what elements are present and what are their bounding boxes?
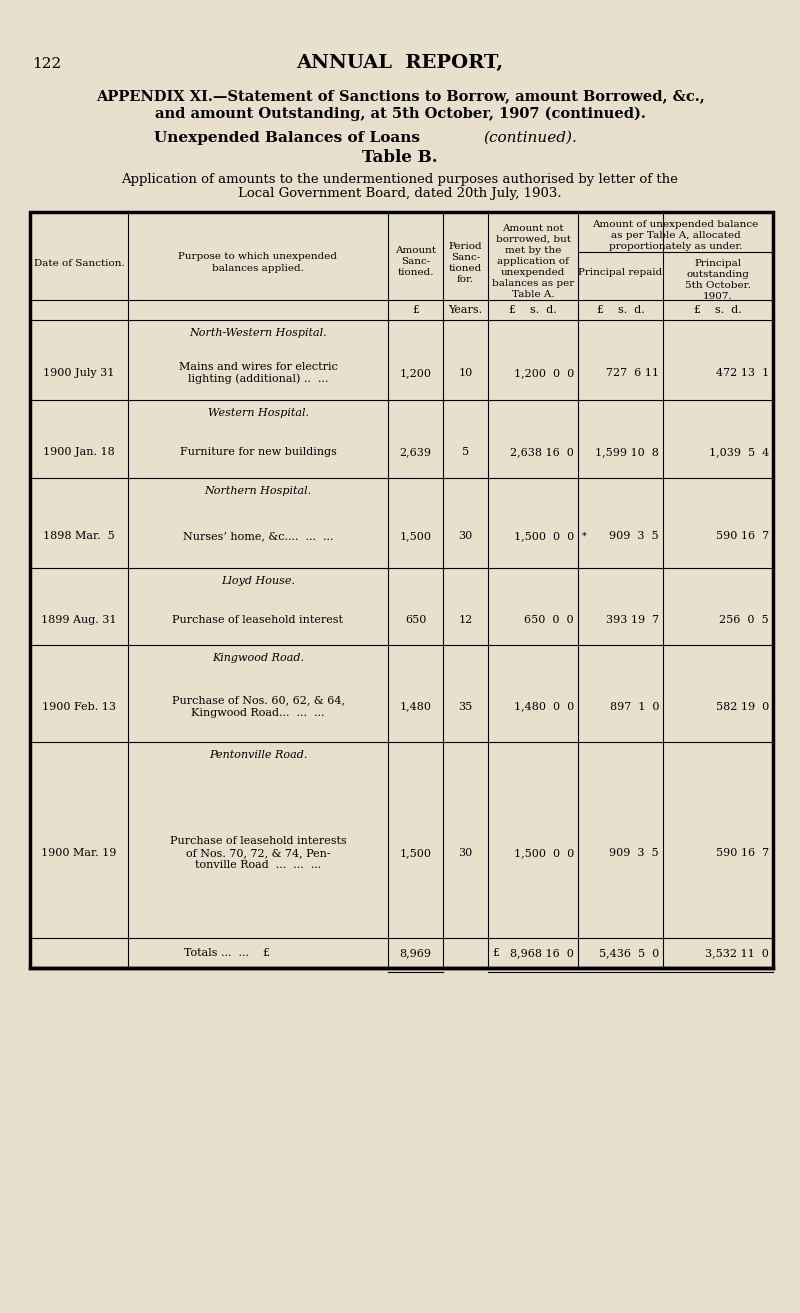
Text: lighting (additional) ..  ...: lighting (additional) .. ... (188, 374, 328, 385)
Text: Table A.: Table A. (512, 289, 554, 298)
Text: proportionately as under.: proportionately as under. (609, 242, 742, 251)
Text: balances applied.: balances applied. (212, 264, 304, 273)
Text: Kingwood Road.: Kingwood Road. (212, 653, 304, 663)
Text: 1900 Feb. 13: 1900 Feb. 13 (42, 701, 116, 712)
Text: balances as per: balances as per (492, 278, 574, 288)
Text: 909  3  5: 909 3 5 (610, 848, 659, 857)
Text: 30: 30 (458, 530, 473, 541)
Text: (continued).: (continued). (483, 131, 577, 144)
Text: 1,500: 1,500 (399, 848, 431, 857)
Text: 1,480  0  0: 1,480 0 0 (514, 701, 574, 712)
Text: 590 16  7: 590 16 7 (716, 848, 769, 857)
Text: as per Table A, allocated: as per Table A, allocated (610, 231, 740, 239)
Text: 1,039  5  4: 1,039 5 4 (709, 446, 769, 457)
Text: Purpose to which unexpended: Purpose to which unexpended (178, 252, 338, 260)
Text: 650  0  0: 650 0 0 (524, 614, 574, 625)
Text: 12: 12 (458, 614, 473, 625)
Text: 1900 Mar. 19: 1900 Mar. 19 (42, 848, 117, 857)
Text: Principal: Principal (694, 259, 742, 268)
Text: 8,968 16  0: 8,968 16 0 (510, 948, 574, 958)
Text: Furniture for new buildings: Furniture for new buildings (179, 446, 337, 457)
Text: Period: Period (449, 242, 482, 251)
Text: Nurses’ home, &c....  ...  ...: Nurses’ home, &c.... ... ... (182, 530, 334, 541)
Text: 30: 30 (458, 848, 473, 857)
Text: 5: 5 (462, 446, 469, 457)
Text: 1,200  0  0: 1,200 0 0 (514, 368, 574, 378)
Text: Purchase of leasehold interest: Purchase of leasehold interest (173, 614, 343, 625)
Text: 1900 Jan. 18: 1900 Jan. 18 (43, 446, 115, 457)
Text: Mains and wires for electric: Mains and wires for electric (178, 362, 338, 372)
Text: unexpended: unexpended (501, 268, 565, 277)
Text: 1,200: 1,200 (399, 368, 431, 378)
Text: 590 16  7: 590 16 7 (716, 530, 769, 541)
Text: Unexpended Balances of Loans: Unexpended Balances of Loans (154, 131, 426, 144)
Text: for.: for. (457, 274, 474, 284)
Text: 1907.: 1907. (703, 291, 733, 301)
Text: 650: 650 (405, 614, 426, 625)
Text: Amount: Amount (395, 246, 436, 255)
Text: Lloyd House.: Lloyd House. (221, 576, 295, 586)
Text: 1899 Aug. 31: 1899 Aug. 31 (42, 614, 117, 625)
Text: outstanding: outstanding (686, 269, 750, 278)
Text: 1900 July 31: 1900 July 31 (43, 368, 114, 378)
Text: application of: application of (497, 256, 569, 265)
Text: 472 13  1: 472 13 1 (716, 368, 769, 378)
Text: borrowed, but: borrowed, but (495, 235, 570, 243)
Text: Local Government Board, dated 20th July, 1903.: Local Government Board, dated 20th July,… (238, 186, 562, 200)
Text: Principal repaid: Principal repaid (578, 268, 662, 277)
Text: Pentonville Road.: Pentonville Road. (209, 750, 307, 760)
Text: Years.: Years. (449, 305, 482, 315)
Text: *: * (582, 532, 587, 541)
Text: £: £ (492, 948, 499, 958)
Text: 582 19  0: 582 19 0 (716, 701, 769, 712)
Text: 2,639: 2,639 (399, 446, 431, 457)
Text: Purchase of leasehold interests: Purchase of leasehold interests (170, 836, 346, 846)
Text: 3,532 11  0: 3,532 11 0 (705, 948, 769, 958)
Text: £    s.  d.: £ s. d. (509, 305, 557, 315)
Text: tioned.: tioned. (398, 268, 434, 277)
Text: Application of amounts to the undermentioned purposes authorised by letter of th: Application of amounts to the undermenti… (122, 173, 678, 186)
Text: Sanc-: Sanc- (451, 252, 480, 261)
Text: £    s.  d.: £ s. d. (597, 305, 644, 315)
Text: 8,969: 8,969 (399, 948, 431, 958)
Text: 10: 10 (458, 368, 473, 378)
Text: Purchase of Nos. 60, 62, & 64,: Purchase of Nos. 60, 62, & 64, (171, 696, 345, 705)
Text: ANNUAL  REPORT,: ANNUAL REPORT, (297, 54, 503, 72)
Text: £: £ (412, 305, 419, 315)
Text: tioned: tioned (449, 264, 482, 273)
Text: 727  6 11: 727 6 11 (606, 368, 659, 378)
Text: tonville Road  ...  ...  ...: tonville Road ... ... ... (195, 860, 321, 871)
Text: of Nos. 70, 72, & 74, Pen-: of Nos. 70, 72, & 74, Pen- (186, 848, 330, 857)
Text: Amount of unexpended balance: Amount of unexpended balance (592, 219, 758, 228)
Text: £    s.  d.: £ s. d. (694, 305, 742, 315)
Text: Sanc-: Sanc- (401, 256, 430, 265)
Text: and amount Outstanding, at 5th October, 1907 (continued).: and amount Outstanding, at 5th October, … (154, 106, 646, 121)
Text: Western Hospital.: Western Hospital. (207, 408, 309, 418)
Text: Date of Sanction.: Date of Sanction. (34, 259, 124, 268)
Text: 1,500  0  0: 1,500 0 0 (514, 530, 574, 541)
Text: 122: 122 (32, 56, 62, 71)
Text: 35: 35 (458, 701, 473, 712)
Bar (30, 211, 773, 968)
Text: Totals ...  ...    £: Totals ... ... £ (184, 948, 270, 958)
Text: Table B.: Table B. (362, 148, 438, 165)
Text: 5th October.: 5th October. (685, 281, 751, 289)
Text: 256  0  5: 256 0 5 (719, 614, 769, 625)
Text: Kingwood Road...  ...  ...: Kingwood Road... ... ... (191, 708, 325, 717)
Text: 393 19  7: 393 19 7 (606, 614, 659, 625)
Text: North-Western Hospital.: North-Western Hospital. (189, 328, 327, 337)
Text: APPENDIX XI.—Statement of Sanctions to Borrow, amount Borrowed, &c.,: APPENDIX XI.—Statement of Sanctions to B… (96, 89, 704, 102)
Text: 5,436  5  0: 5,436 5 0 (598, 948, 659, 958)
Text: met by the: met by the (505, 246, 561, 255)
Text: 909  3  5: 909 3 5 (610, 530, 659, 541)
Text: 1,500: 1,500 (399, 530, 431, 541)
Text: Amount not: Amount not (502, 223, 564, 232)
Text: 1898 Mar.  5: 1898 Mar. 5 (43, 530, 115, 541)
Text: 897  1  0: 897 1 0 (610, 701, 659, 712)
Text: 1,599 10  8: 1,599 10 8 (595, 446, 659, 457)
Text: 1,500  0  0: 1,500 0 0 (514, 848, 574, 857)
Text: 1,480: 1,480 (399, 701, 431, 712)
Text: Northern Hospital.: Northern Hospital. (205, 486, 311, 496)
Text: 2,638 16  0: 2,638 16 0 (510, 446, 574, 457)
